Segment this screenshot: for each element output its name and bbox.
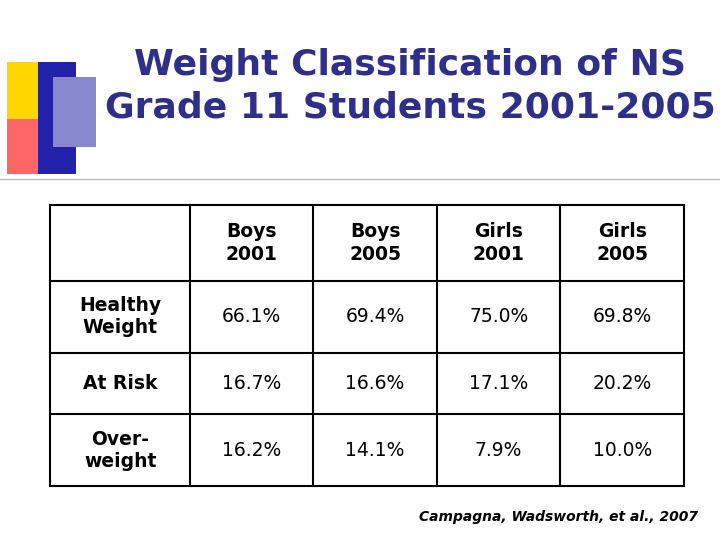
- Text: 14.1%: 14.1%: [346, 441, 405, 460]
- Text: Healthy
Weight: Healthy Weight: [79, 296, 161, 338]
- Text: 16.2%: 16.2%: [222, 441, 282, 460]
- Text: 75.0%: 75.0%: [469, 307, 528, 326]
- Text: 16.6%: 16.6%: [346, 374, 405, 393]
- Text: 20.2%: 20.2%: [593, 374, 652, 393]
- Text: Over-
weight: Over- weight: [84, 430, 156, 471]
- Text: Boys
2001: Boys 2001: [225, 222, 277, 265]
- Text: At Risk: At Risk: [83, 374, 158, 393]
- Text: Campagna, Wadsworth, et al., 2007: Campagna, Wadsworth, et al., 2007: [419, 510, 698, 524]
- Text: Girls
2005: Girls 2005: [596, 222, 648, 265]
- Text: 7.9%: 7.9%: [475, 441, 522, 460]
- Text: 66.1%: 66.1%: [222, 307, 282, 326]
- Text: 16.7%: 16.7%: [222, 374, 282, 393]
- Text: Weight Classification of NS
Grade 11 Students 2001-2005: Weight Classification of NS Grade 11 Stu…: [105, 49, 716, 124]
- Text: 10.0%: 10.0%: [593, 441, 652, 460]
- Text: 69.8%: 69.8%: [593, 307, 652, 326]
- Text: 17.1%: 17.1%: [469, 374, 528, 393]
- Text: 69.4%: 69.4%: [346, 307, 405, 326]
- Text: Girls
2001: Girls 2001: [473, 222, 525, 265]
- Text: Boys
2005: Boys 2005: [349, 222, 401, 265]
